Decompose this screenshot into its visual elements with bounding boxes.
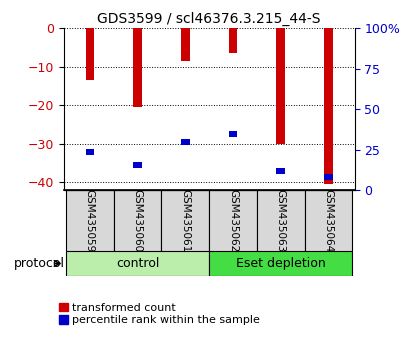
Bar	[180, 28, 189, 61]
Text: control: control	[116, 257, 159, 270]
Text: GSM435061: GSM435061	[180, 189, 190, 252]
Legend: transformed count, percentile rank within the sample: transformed count, percentile rank withi…	[59, 303, 259, 325]
Text: GSM435060: GSM435060	[132, 189, 142, 252]
Bar	[85, 28, 94, 80]
Bar	[161, 190, 209, 251]
Bar	[276, 28, 284, 144]
Bar	[180, 139, 189, 145]
Bar	[66, 251, 209, 276]
Text: protocol: protocol	[13, 257, 64, 270]
Text: GSM435064: GSM435064	[323, 189, 333, 252]
Text: GSM435062: GSM435062	[227, 189, 237, 252]
Bar	[85, 149, 94, 154]
Bar	[133, 28, 142, 107]
Bar	[304, 190, 351, 251]
Bar	[228, 131, 237, 137]
Text: Eset depletion: Eset depletion	[235, 257, 325, 270]
Bar	[276, 168, 284, 174]
Text: GSM435063: GSM435063	[275, 189, 285, 252]
Title: GDS3599 / scl46376.3.215_44-S: GDS3599 / scl46376.3.215_44-S	[97, 12, 320, 26]
Bar	[133, 162, 142, 168]
Bar	[256, 190, 304, 251]
Bar	[324, 28, 332, 184]
Bar	[228, 28, 237, 53]
Text: GSM435059: GSM435059	[85, 189, 94, 252]
Bar	[209, 190, 256, 251]
Bar	[113, 190, 161, 251]
Bar	[66, 190, 113, 251]
Bar	[324, 174, 332, 179]
Bar	[209, 251, 351, 276]
